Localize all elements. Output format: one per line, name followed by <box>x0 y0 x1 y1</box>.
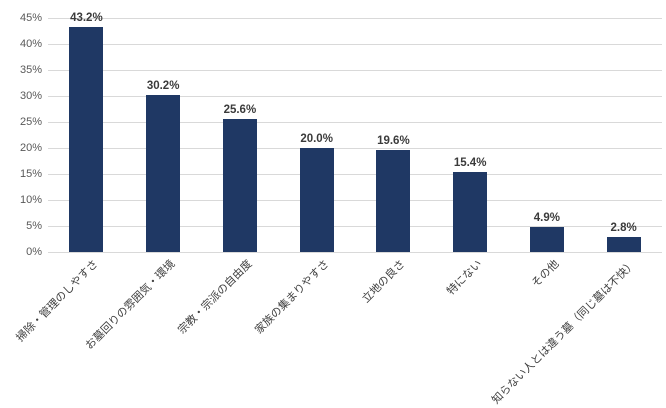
bar-column: 43.2% <box>48 0 125 252</box>
bar-value-label: 30.2% <box>146 79 180 92</box>
x-axis-category-label: その他 <box>529 258 562 290</box>
y-tick-label: 15% <box>19 168 42 180</box>
bar-column: 19.6% <box>355 0 432 252</box>
bar-value-label: 4.9% <box>533 211 560 224</box>
x-axis-category-label: 宗教・宗派の自由度 <box>175 258 255 337</box>
bar-column: 30.2% <box>125 0 202 252</box>
x-axis-category-label: 家族の集まりやすさ <box>252 258 332 337</box>
y-tick-label: 0% <box>26 246 42 258</box>
x-axis-category-label: 立地の良さ <box>360 258 408 306</box>
bar-value-label: 20.0% <box>300 133 333 145</box>
bar <box>606 237 641 252</box>
bar-value-label: 15.4% <box>453 156 487 169</box>
y-axis: 0% 5% 10% 15% 20% 25% 30% 35% 40% 45% <box>0 0 45 260</box>
bar <box>529 226 564 252</box>
y-tick-label: 5% <box>26 220 42 232</box>
y-tick-label: 30% <box>19 90 42 102</box>
x-axis-category-label: 知らない人とは違う墓（同じ墓は不快） <box>489 258 639 407</box>
bar-column: 20.0% <box>278 0 355 252</box>
x-axis-category-label: 掃除・管理のしやすさ <box>14 258 101 345</box>
x-axis-labels: 掃除・管理のしやすさ お墓回りの雰囲気・環境 宗教・宗派の自由度 家族の集まりやすさ立… <box>15 258 662 408</box>
y-tick-label: 20% <box>19 142 42 154</box>
bar-column: 4.9% <box>509 0 586 252</box>
y-tick-label: 45% <box>19 12 42 24</box>
x-axis-category-label: お墓回りの雰囲気・環境 <box>83 258 178 353</box>
bar-column: 15.4% <box>432 0 509 252</box>
bar <box>146 94 181 252</box>
bar <box>376 150 411 252</box>
bar <box>69 27 104 252</box>
bar-column: 25.6% <box>202 0 279 252</box>
bar-column: 2.8% <box>585 0 662 252</box>
bar <box>222 118 257 252</box>
x-axis-category-label: 特にない <box>445 258 485 298</box>
bar-value-label: 25.6% <box>223 103 257 116</box>
y-tick-label: 10% <box>19 194 42 206</box>
bar-value-label: 19.6% <box>377 135 410 148</box>
y-tick-label: 35% <box>19 64 42 76</box>
bars: 43.2% 30.2% 25.6% 20.0% 19.6% 15.4% 4.9% 2.8% <box>48 0 662 252</box>
bar <box>453 171 488 252</box>
bar-value-label: 43.2% <box>70 12 103 25</box>
bar <box>299 148 334 252</box>
y-tick-label: 25% <box>19 116 42 128</box>
bar-value-label: 2.8% <box>610 222 637 235</box>
y-tick-label: 40% <box>19 38 42 50</box>
